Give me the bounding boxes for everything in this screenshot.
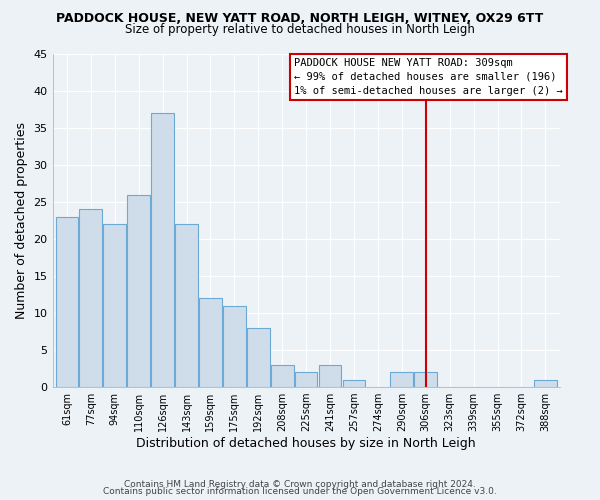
Bar bbox=[127, 194, 150, 387]
Bar bbox=[534, 380, 557, 387]
Bar bbox=[319, 365, 341, 387]
Bar bbox=[391, 372, 413, 387]
Text: PADDOCK HOUSE, NEW YATT ROAD, NORTH LEIGH, WITNEY, OX29 6TT: PADDOCK HOUSE, NEW YATT ROAD, NORTH LEIG… bbox=[56, 12, 544, 26]
Bar bbox=[223, 306, 246, 387]
Bar bbox=[103, 224, 126, 387]
Bar bbox=[295, 372, 317, 387]
Bar bbox=[79, 210, 102, 387]
Bar bbox=[151, 113, 174, 387]
X-axis label: Distribution of detached houses by size in North Leigh: Distribution of detached houses by size … bbox=[136, 437, 476, 450]
Y-axis label: Number of detached properties: Number of detached properties bbox=[15, 122, 28, 319]
Text: Size of property relative to detached houses in North Leigh: Size of property relative to detached ho… bbox=[125, 22, 475, 36]
Bar bbox=[175, 224, 198, 387]
Bar bbox=[247, 328, 269, 387]
Text: PADDOCK HOUSE NEW YATT ROAD: 309sqm
← 99% of detached houses are smaller (196)
1: PADDOCK HOUSE NEW YATT ROAD: 309sqm ← 99… bbox=[294, 58, 563, 96]
Bar bbox=[56, 217, 78, 387]
Bar bbox=[415, 372, 437, 387]
Bar bbox=[271, 365, 293, 387]
Text: Contains public sector information licensed under the Open Government Licence v3: Contains public sector information licen… bbox=[103, 488, 497, 496]
Bar bbox=[343, 380, 365, 387]
Bar bbox=[199, 298, 222, 387]
Text: Contains HM Land Registry data © Crown copyright and database right 2024.: Contains HM Land Registry data © Crown c… bbox=[124, 480, 476, 489]
